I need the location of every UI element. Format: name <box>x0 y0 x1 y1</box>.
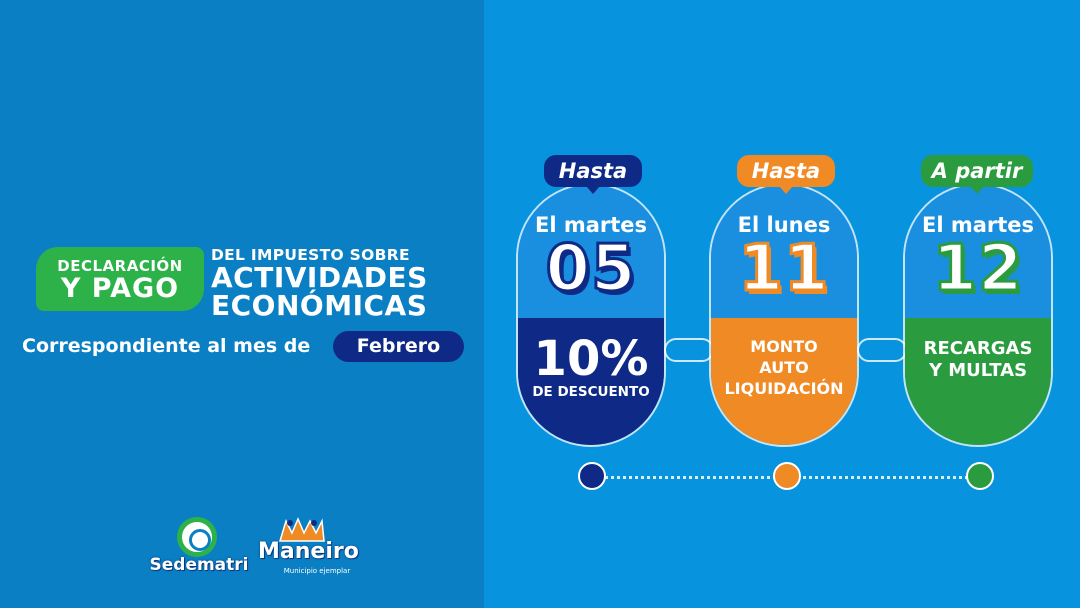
card-2-bottom: MONTO AUTO LIQUIDACIÓN <box>711 318 857 445</box>
maneiro-logo-text: Maneiro <box>258 539 359 564</box>
connector-1-2 <box>664 338 714 362</box>
card-surcharges: El martes 12 RECARGAS Y MULTAS <box>903 183 1053 447</box>
title-line1: DEL IMPUESTO SOBRE <box>211 246 410 264</box>
card-3-line: RECARGAS <box>923 338 1033 359</box>
timeline-dot-2 <box>773 462 801 490</box>
card-3-day: El martes <box>921 213 1035 237</box>
card-1-top: El martes 05 <box>518 185 664 318</box>
card-3-number: 12 <box>931 231 1024 308</box>
card-1-description: DE DESCUENTO <box>532 384 650 400</box>
card-3-bottom: RECARGAS Y MULTAS <box>905 318 1051 445</box>
title-text: DEL IMPUESTO SOBRE ACTIVIDADES ECONÓMICA… <box>211 247 428 320</box>
card-discount: El martes 05 10% DE DESCUENTO <box>516 183 666 447</box>
title-badge-line1: DECLARACIÓN <box>57 257 183 275</box>
card-1-tag: Hasta <box>544 155 642 194</box>
card-2-tag: Hasta <box>737 155 835 194</box>
card-2-line: MONTO <box>750 337 818 356</box>
timeline-dot-3 <box>966 462 994 490</box>
card-2-top: El lunes 11 <box>711 185 857 318</box>
card-1-percent: 10% <box>533 331 649 387</box>
sedematri-logo-icon <box>177 517 217 557</box>
title-line3: ECONÓMICAS <box>211 289 428 322</box>
card-2-lines: MONTO AUTO LIQUIDACIÓN <box>711 336 857 399</box>
title-badge: DECLARACIÓN Y PAGO <box>36 247 204 311</box>
card-3-lines: RECARGAS Y MULTAS <box>905 338 1051 382</box>
title-line2: ACTIVIDADES <box>211 261 428 294</box>
timeline-dot-1 <box>578 462 606 490</box>
maneiro-logo-subtitle: Municipio ejemplar <box>283 567 351 575</box>
title-badge-line2: Y PAGO <box>60 273 180 304</box>
sedematri-logo: Sedematri <box>146 517 252 579</box>
maneiro-logo-icon <box>278 517 325 542</box>
card-2-line: AUTO <box>759 358 809 377</box>
subtitle-text: Correspondiente al mes de <box>22 335 311 357</box>
card-2-day: El lunes <box>737 213 831 237</box>
maneiro-logo: Maneiro Municipio ejemplar <box>258 517 359 579</box>
connector-2-3 <box>857 338 907 362</box>
card-1-bottom: 10% DE DESCUENTO <box>518 318 664 445</box>
card-1-number: 05 <box>544 231 637 308</box>
card-2-line: LIQUIDACIÓN <box>724 379 844 398</box>
sedematri-logo-text: Sedematri <box>149 555 249 575</box>
card-3-tag: A partir <box>921 155 1033 194</box>
month-pill: Febrero <box>333 331 464 362</box>
card-1-day: El martes <box>534 213 648 237</box>
card-3-line: Y MULTAS <box>928 360 1028 381</box>
card-2-number: 11 <box>737 231 830 308</box>
card-self-assessment: El lunes 11 MONTO AUTO LIQUIDACIÓN <box>709 183 859 447</box>
card-3-top: El martes 12 <box>905 185 1051 318</box>
